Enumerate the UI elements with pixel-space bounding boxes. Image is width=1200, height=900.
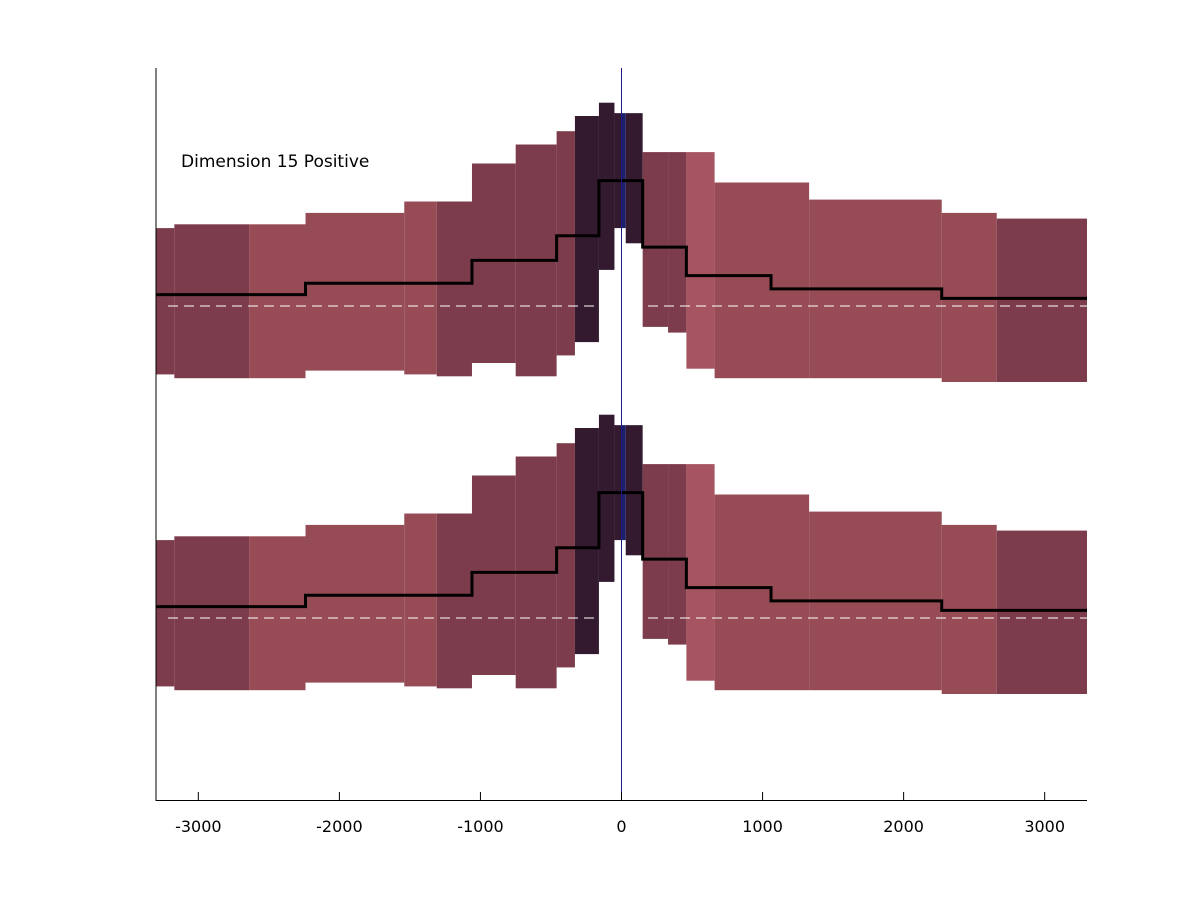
mean-line-upper (156, 179, 1087, 300)
x-tick-label-2: -1000 (457, 817, 504, 836)
band-lower-bin-12 (621, 425, 626, 541)
dimension-annotation: Dimension 15 Positive (181, 152, 369, 172)
band-upper-bin-2 (249, 224, 306, 379)
band-upper-bin-9 (574, 116, 599, 343)
mean-lines-layer (156, 179, 1087, 612)
baselines-layer (168, 305, 1087, 619)
band-lower-bin-17 (714, 494, 810, 691)
band-upper-bin-14 (642, 152, 669, 327)
band-upper-bin-3 (305, 212, 405, 371)
band-lower-bin-2 (249, 536, 306, 691)
x-tick-label-4: 1000 (742, 817, 783, 836)
x-ticks-layer: -3000 -2000 -1000 0 1000 2000 3000 (175, 792, 1065, 836)
axes-layer (155, 68, 1087, 801)
x-tick-label-1: -2000 (316, 817, 363, 836)
band-upper-bin-20 (996, 218, 1087, 382)
band-lower-bin-4 (404, 513, 437, 687)
band-lower-bin-16 (686, 464, 715, 681)
x-tick-label-6: 3000 (1024, 817, 1065, 836)
band-upper-bin-11 (614, 113, 622, 229)
band-lower-bin-20 (996, 530, 1087, 694)
band-upper-bin-16 (686, 152, 715, 369)
band-lower-bin-10 (598, 414, 615, 582)
band-upper-bin-12 (621, 113, 626, 229)
band-lower-bin-13 (625, 425, 643, 556)
band-upper-bin-15 (668, 152, 687, 333)
x-tick-label-0: -3000 (175, 817, 222, 836)
band-lower-bin-5 (436, 513, 472, 689)
band-upper-bin-6 (471, 163, 516, 363)
band-lower-bin-15 (668, 464, 687, 645)
x-tick-label-3: 0 (616, 817, 626, 836)
band-lower-bin-0 (156, 540, 175, 687)
band-lower-bin-8 (556, 443, 575, 668)
band-upper-bin-17 (714, 182, 810, 379)
band-upper-bin-8 (556, 131, 575, 356)
x-tick-label-5: 2000 (883, 817, 924, 836)
band-lower-bin-6 (471, 475, 516, 675)
band-upper-bin-5 (436, 201, 472, 377)
band-lower-bin-11 (614, 425, 622, 541)
band-lower-bin-9 (574, 428, 599, 655)
band-upper-bin-4 (404, 201, 437, 375)
band-upper-bin-10 (598, 102, 615, 270)
band-lower-bin-14 (642, 464, 669, 639)
band-upper-bin-1 (174, 224, 250, 379)
band-lower-bin-1 (174, 536, 250, 691)
band-upper-bin-13 (625, 113, 643, 244)
mean-line-lower (156, 491, 1087, 612)
band-lower-bin-3 (305, 524, 405, 683)
band-upper-bin-0 (156, 228, 175, 375)
